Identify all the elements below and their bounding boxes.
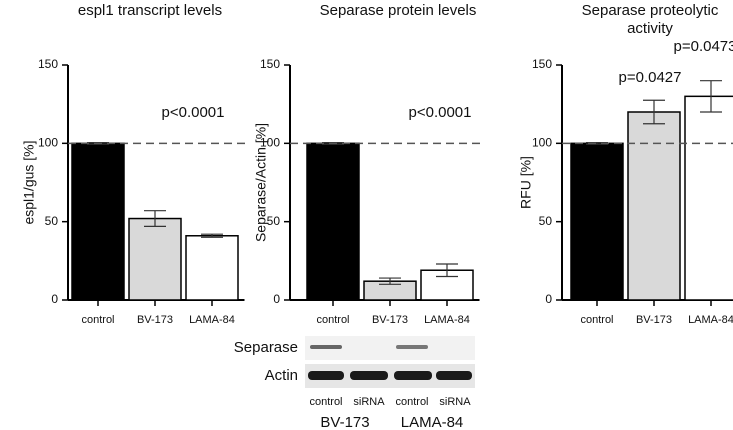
y-tick-label: 150: [532, 57, 552, 71]
error-bar: [586, 141, 608, 145]
bar: [570, 142, 624, 301]
error-bar: [436, 263, 458, 278]
blot-band: [396, 345, 428, 349]
panel-title: Separase protein levels: [319, 2, 477, 19]
blot-band: [394, 371, 432, 380]
y-tick-label: 100: [260, 136, 280, 150]
bar: [627, 111, 681, 301]
y-tick-label: 150: [38, 57, 58, 71]
bar: [71, 142, 125, 301]
error-bar: [144, 210, 166, 227]
blot-band: [310, 345, 342, 349]
error-bar: [700, 80, 722, 113]
blot-group-label: BV-173: [320, 414, 369, 430]
y-tick-label: 100: [38, 136, 58, 150]
panel-title: espl1 transcript levels: [77, 2, 223, 19]
blot-group-label: LAMA-84: [401, 414, 464, 430]
blot-lane-label: siRNA: [439, 396, 471, 408]
annotation: p<0.0001: [162, 104, 225, 121]
x-tick-label: control: [316, 314, 349, 326]
x-tick-label: BV-173: [137, 314, 173, 326]
y-tick-label: 50: [267, 214, 281, 228]
x-tick-label: LAMA-84: [688, 314, 733, 326]
y-tick-label: 150: [260, 57, 280, 71]
bar: [128, 217, 182, 301]
panel-title: Separase proteolytic activity: [581, 2, 719, 37]
blot-band: [308, 371, 344, 380]
y-tick-label: 0: [273, 292, 280, 306]
x-tick-label: LAMA-84: [189, 314, 235, 326]
error-bar: [201, 233, 223, 238]
bar: [684, 95, 733, 301]
y-axis-label: RFU [%]: [518, 156, 534, 209]
annotation: p<0.0001: [409, 104, 472, 121]
blot-band: [350, 371, 388, 380]
blot-lane-label: siRNA: [353, 396, 385, 408]
x-tick-label: control: [580, 314, 613, 326]
y-tick-label: 0: [545, 292, 552, 306]
blot-lane-label: control: [395, 396, 428, 408]
error-bar: [379, 277, 401, 285]
y-axis-label: espl1/gus [%]: [21, 140, 37, 224]
annotation: p=0.0427: [619, 69, 682, 86]
bar: [306, 142, 360, 301]
x-tick-label: control: [81, 314, 114, 326]
x-tick-label: BV-173: [372, 314, 408, 326]
x-tick-label: BV-173: [636, 314, 672, 326]
y-tick-label: 100: [532, 136, 552, 150]
x-tick-label: LAMA-84: [424, 314, 470, 326]
blot-row-label: Separase: [234, 339, 298, 356]
y-tick-label: 0: [51, 292, 58, 306]
y-axis-label: Separase/Actin [%]: [253, 123, 269, 242]
blot-band: [436, 371, 472, 380]
y-tick-label: 50: [539, 214, 553, 228]
bar: [185, 235, 239, 301]
error-bar: [643, 99, 665, 125]
annotation: p=0.0473: [674, 38, 733, 55]
y-tick-label: 50: [45, 214, 59, 228]
blot-row-label: Actin: [265, 367, 298, 384]
blot-lane-label: control: [309, 396, 342, 408]
